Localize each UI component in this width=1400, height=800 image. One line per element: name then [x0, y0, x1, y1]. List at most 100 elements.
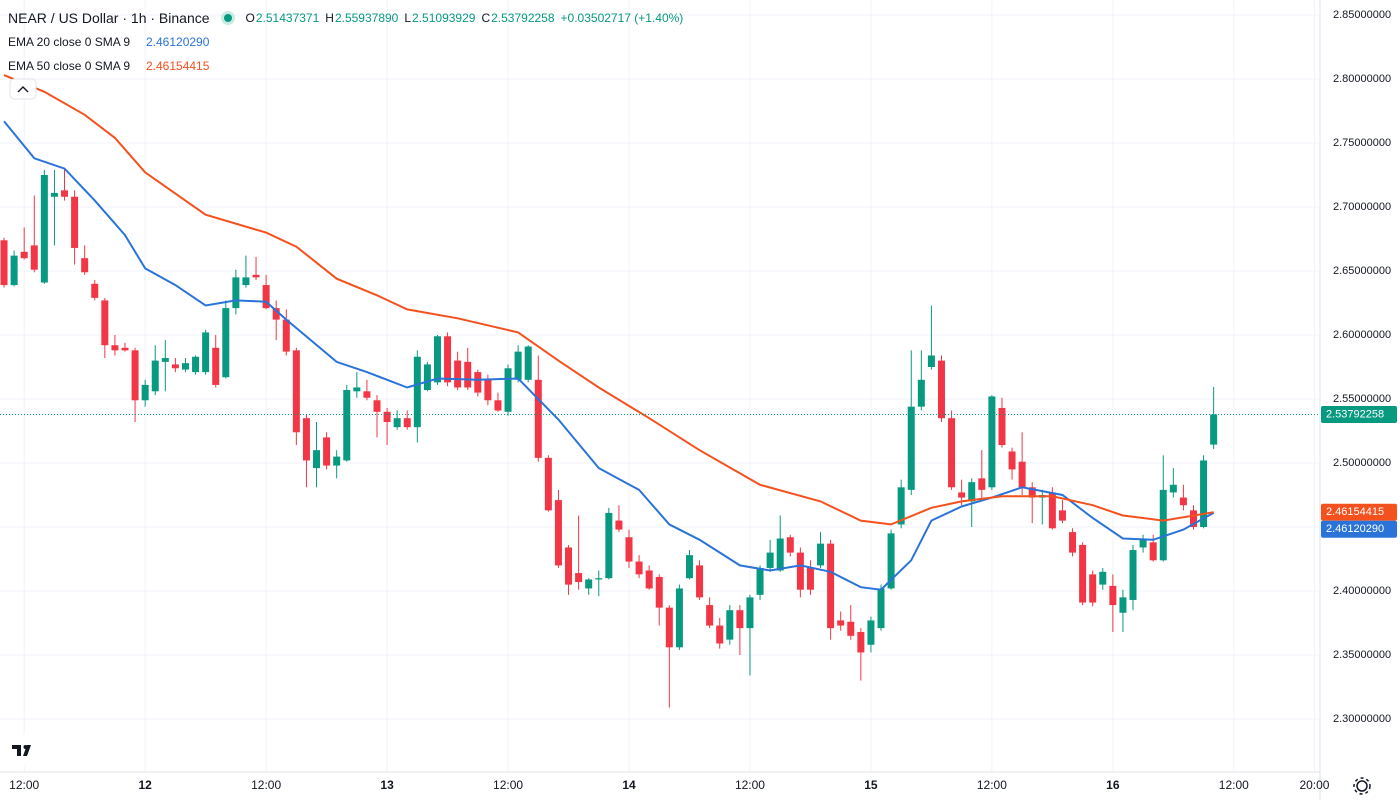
- candle-body: [796, 552, 804, 590]
- candle-body: [242, 277, 250, 286]
- candle-body: [605, 512, 613, 579]
- candle-body: [20, 251, 28, 259]
- candle-body: [252, 274, 260, 278]
- price-label-box: [1321, 503, 1397, 521]
- ohlc-key: C: [481, 11, 491, 25]
- button-box[interactable]: [9, 78, 37, 100]
- candle-body: [685, 555, 693, 579]
- x-tick-label: 12:00: [977, 778, 1007, 792]
- ema-line: [3, 120, 1215, 591]
- y-tick-label: 2.65000000: [1333, 265, 1391, 277]
- candle-body: [232, 277, 240, 309]
- candle-body: [282, 319, 290, 352]
- candle-body: [897, 487, 905, 525]
- candle-body: [1089, 574, 1097, 603]
- candle-body: [262, 285, 270, 309]
- price-label: 2.53792258: [1326, 408, 1384, 420]
- candle-body: [1048, 492, 1056, 529]
- chevron-icon: [17, 86, 29, 93]
- candle-body: [1099, 571, 1107, 585]
- candle-body: [585, 579, 593, 589]
- indicator-row: EMA 20 close 0 SMA 9 2.46120290: [8, 30, 689, 54]
- candle-body: [1179, 497, 1187, 506]
- candle-body: [81, 258, 89, 273]
- candle-body: [484, 378, 492, 401]
- candle-body: [615, 520, 623, 530]
- y-tick-label: 2.35000000: [1333, 649, 1391, 661]
- x-tick-label: 12: [138, 778, 152, 792]
- candle-body: [998, 407, 1006, 446]
- candle-body: [706, 605, 714, 626]
- gear-icon[interactable]: [1356, 780, 1368, 792]
- candle-body: [786, 537, 794, 553]
- candle-body: [91, 283, 99, 298]
- candle-body: [1119, 597, 1127, 613]
- candle-body: [192, 356, 200, 373]
- candle-body: [645, 570, 653, 589]
- candle-body: [61, 190, 69, 197]
- candle-body: [333, 456, 341, 466]
- candle-body: [1008, 451, 1016, 470]
- candle-body: [675, 588, 683, 648]
- candle-body: [161, 358, 169, 362]
- candle-body: [40, 174, 48, 283]
- candle-body: [746, 597, 754, 629]
- change: +0.03502717 (+1.40%): [560, 11, 684, 25]
- candle-body: [655, 576, 663, 608]
- candle-body: [554, 500, 562, 566]
- candle-body: [1069, 532, 1077, 553]
- candle-body: [1079, 544, 1087, 603]
- logo-dot: [23, 745, 28, 749]
- candle-body: [1200, 460, 1208, 527]
- candle-body: [313, 450, 321, 469]
- candle-body: [978, 478, 986, 490]
- candle-body: [877, 588, 885, 629]
- y-tick-label: 2.40000000: [1333, 585, 1391, 597]
- candle-body: [887, 533, 895, 589]
- logo: [7, 734, 39, 766]
- y-tick-label: 2.80000000: [1333, 73, 1391, 85]
- ohlc-value: 2.51093929: [412, 11, 476, 25]
- settings-button[interactable]: [1353, 777, 1371, 795]
- candle-body: [111, 345, 119, 351]
- candle-body: [857, 631, 865, 653]
- candle-body: [514, 351, 522, 380]
- candle-body: [343, 390, 351, 461]
- candle-body: [474, 372, 482, 393]
- ohlc-value: 2.55937890: [334, 11, 399, 25]
- candle-body: [565, 547, 573, 585]
- collapse-button[interactable]: [9, 78, 37, 100]
- candle-body: [575, 573, 583, 583]
- y-tick-label: 2.85000000: [1333, 9, 1391, 21]
- ohlc-value: 2.53792258: [491, 11, 555, 25]
- candle-body: [504, 368, 512, 412]
- market-status: [223, 14, 232, 22]
- candle-body: [948, 418, 956, 488]
- candle-body: [212, 347, 220, 385]
- candle-body: [927, 355, 935, 367]
- candle-body: [625, 537, 633, 562]
- candle-body: [806, 567, 814, 590]
- candle-body: [131, 350, 139, 401]
- y-tick-label: 2.75000000: [1333, 137, 1391, 149]
- candle-body: [494, 400, 502, 411]
- candle-body: [716, 625, 724, 644]
- candle-body: [1058, 510, 1066, 521]
- candle-body: [373, 400, 381, 412]
- ohlc-key: L: [404, 11, 412, 25]
- candle-body: [0, 240, 8, 286]
- x-tick-label: 14: [622, 778, 636, 792]
- candle-body: [827, 543, 835, 629]
- symbol-row: NEAR / US Dollar · 1h · Binance O 2.51437…: [8, 6, 689, 30]
- candle-body: [50, 192, 58, 197]
- candle-body: [141, 384, 149, 401]
- y-tick-label: 2.30000000: [1333, 713, 1391, 725]
- y-tick-label: 2.50000000: [1333, 457, 1391, 469]
- candle-body: [696, 565, 704, 598]
- candle-body: [464, 361, 472, 388]
- x-tick-label: 12:00: [251, 778, 281, 792]
- x-tick-label: 16: [1106, 778, 1120, 792]
- candle-body: [1028, 487, 1036, 498]
- ohlc-key: O: [245, 11, 255, 25]
- candle-body: [383, 411, 391, 423]
